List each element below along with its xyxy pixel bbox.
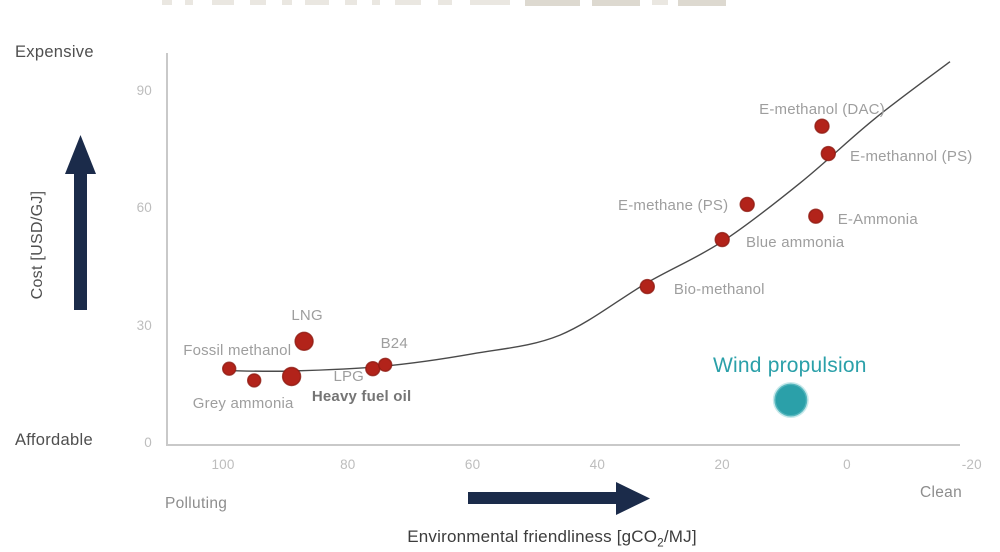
dot-wind-propulsion [772, 382, 809, 418]
x-tick-label-20: 20 [714, 457, 730, 472]
dot-grey-ammonia [246, 373, 262, 388]
x-axis-title: Environmental friendliness [gCO2/MJ] [407, 527, 697, 550]
cost-up-arrow-icon [65, 135, 96, 310]
x-tick-label-80: 80 [340, 457, 356, 472]
dot-e-ammonia [808, 208, 824, 224]
dot-blue-ammonia [714, 231, 730, 248]
dot-e-methanol-dac [814, 118, 830, 134]
trend-curve [226, 61, 951, 372]
x-tick-label--20: -20 [961, 457, 982, 472]
x-axis-left-annotation: Polluting [165, 495, 228, 512]
data-points-layer [221, 118, 836, 418]
x-axis-right-annotation: Clean [920, 484, 962, 501]
y-tick-label-0: 0 [144, 435, 152, 450]
y-tick-label-90: 90 [136, 83, 152, 98]
dot-bio-methanol [639, 278, 655, 295]
dot-e-methane-ps [739, 196, 755, 213]
friendliness-right-arrow-icon [468, 482, 650, 515]
x-tick-label-60: 60 [464, 457, 481, 472]
dot-e-methannol-ps [820, 145, 836, 162]
y-tick-label-30: 30 [136, 317, 152, 333]
y-axis-top-annotation: Expensive [15, 43, 94, 61]
x-tick-label-40: 40 [589, 457, 606, 472]
dot-b24 [378, 357, 393, 372]
dot-fossil-methanol [221, 361, 237, 376]
x-tick-label-100: 100 [211, 457, 235, 472]
dot-lpg [365, 361, 381, 377]
y-axis-bottom-annotation: Affordable [15, 431, 93, 449]
y-tick-label-60: 60 [136, 200, 152, 216]
x-tick-label-0: 0 [843, 457, 851, 472]
dot-heavy-fuel-oil [281, 366, 302, 387]
y-axis-title: Cost [USD/GJ] [29, 190, 46, 300]
dot-lng [294, 331, 314, 351]
